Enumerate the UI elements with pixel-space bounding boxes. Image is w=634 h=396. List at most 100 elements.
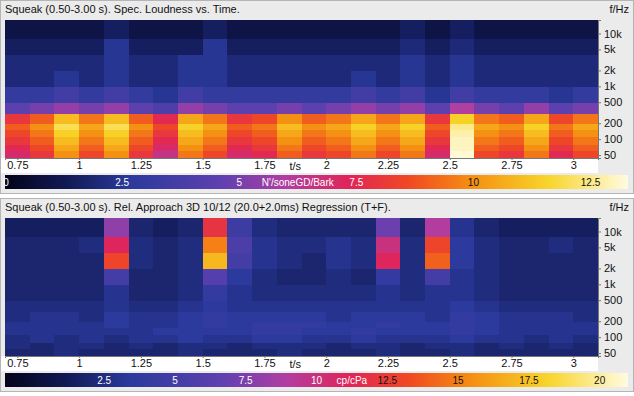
heat-cell xyxy=(5,253,30,269)
heat-cell xyxy=(302,328,327,336)
heat-cell xyxy=(573,335,598,343)
heat-cell xyxy=(129,321,154,328)
heat-cell xyxy=(5,137,30,145)
heat-cell xyxy=(376,312,401,322)
heat-cell xyxy=(203,39,228,55)
heat-cell xyxy=(351,151,376,158)
heat-cell xyxy=(203,253,228,269)
heat-cell xyxy=(400,39,425,55)
heat-cell xyxy=(227,349,252,356)
heat-cell xyxy=(549,218,574,237)
colorbar-tick-label: 10 xyxy=(311,375,323,386)
heat-cell xyxy=(400,86,425,102)
heat-cell xyxy=(129,114,154,124)
heat-cell xyxy=(524,268,549,284)
heat-cell xyxy=(302,144,327,151)
heat-cell xyxy=(277,300,302,312)
heat-cell xyxy=(30,284,55,300)
heat-cell xyxy=(227,144,252,151)
colorbar-tick-label: 0 xyxy=(3,177,9,188)
heat-cell xyxy=(425,123,450,130)
heat-cell xyxy=(104,253,129,269)
heat-cell xyxy=(425,349,450,356)
heat-cell xyxy=(203,123,228,130)
heat-cell xyxy=(104,39,129,55)
heat-cell xyxy=(252,114,277,124)
heat-cell xyxy=(178,312,203,322)
x-tick-label: 1.5 xyxy=(196,357,211,369)
heat-cell xyxy=(5,130,30,138)
heat-cell xyxy=(54,335,79,343)
heat-cell xyxy=(178,55,203,71)
y-tick-label: 50 xyxy=(604,347,616,359)
heat-cell xyxy=(79,268,104,284)
heat-cell xyxy=(54,102,79,114)
heat-cell xyxy=(153,102,178,114)
y-tick-mark xyxy=(598,102,601,103)
colorbar-tick-label: 7.5 xyxy=(239,375,253,386)
heat-cell xyxy=(129,335,154,343)
y-tick-mark xyxy=(598,268,601,269)
heat-cell xyxy=(227,237,252,253)
x-tick: 1.25 xyxy=(131,356,152,369)
heat-cell xyxy=(499,321,524,328)
heat-cell xyxy=(153,300,178,312)
y-tick-mark xyxy=(598,231,601,232)
heat-cell xyxy=(277,86,302,102)
x-axis-band xyxy=(1,356,598,371)
heat-cell xyxy=(129,268,154,284)
heat-cell xyxy=(178,86,203,102)
heat-cell xyxy=(400,151,425,158)
heat-cell xyxy=(549,342,574,349)
heat-cell xyxy=(524,130,549,138)
heat-cell xyxy=(376,284,401,300)
heat-cell xyxy=(326,253,351,269)
heat-cell xyxy=(277,144,302,151)
heat-cell xyxy=(153,342,178,349)
heat-cell xyxy=(450,335,475,343)
heat-cell xyxy=(203,137,228,145)
heat-cell xyxy=(499,312,524,322)
heat-cell xyxy=(30,321,55,328)
heat-cell xyxy=(5,312,30,322)
y-tick-label: 10k xyxy=(604,28,622,40)
heat-cell xyxy=(54,144,79,151)
heat-cell xyxy=(474,328,499,336)
heat-cell xyxy=(153,151,178,158)
y-tick-label: 200 xyxy=(604,315,622,327)
heat-cell xyxy=(326,130,351,138)
heat-cell xyxy=(351,20,376,39)
heat-cell xyxy=(153,335,178,343)
heat-cell xyxy=(573,268,598,284)
heat-cell xyxy=(178,137,203,145)
heat-cell xyxy=(351,342,376,349)
heat-cell xyxy=(252,151,277,158)
heat-cell xyxy=(425,312,450,322)
heat-cell xyxy=(252,349,277,356)
heat-cell xyxy=(30,39,55,55)
heat-cell xyxy=(549,335,574,343)
heat-cell xyxy=(549,70,574,86)
y-tick: 50 xyxy=(598,149,616,161)
heat-cell xyxy=(425,86,450,102)
heat-cell xyxy=(227,328,252,336)
heat-cell xyxy=(351,86,376,102)
heat-cell xyxy=(203,114,228,124)
heat-cell xyxy=(54,300,79,312)
y-tick: 2k xyxy=(598,262,616,274)
heat-cell xyxy=(499,253,524,269)
y-tick-label: 1k xyxy=(604,278,616,290)
heat-cell xyxy=(302,86,327,102)
heat-cell xyxy=(425,328,450,336)
x-tick-label: 1.75 xyxy=(254,159,275,171)
heat-cell xyxy=(178,342,203,349)
heat-cell xyxy=(227,102,252,114)
colorbar-tick-label: 12.5 xyxy=(378,375,398,386)
heat-cell xyxy=(104,342,129,349)
heat-cell xyxy=(30,114,55,124)
x-tick-label: 2.5 xyxy=(443,159,458,171)
heat-cell xyxy=(573,284,598,300)
heat-cell xyxy=(549,328,574,336)
heat-cell xyxy=(104,144,129,151)
y-axis-line xyxy=(599,21,602,159)
